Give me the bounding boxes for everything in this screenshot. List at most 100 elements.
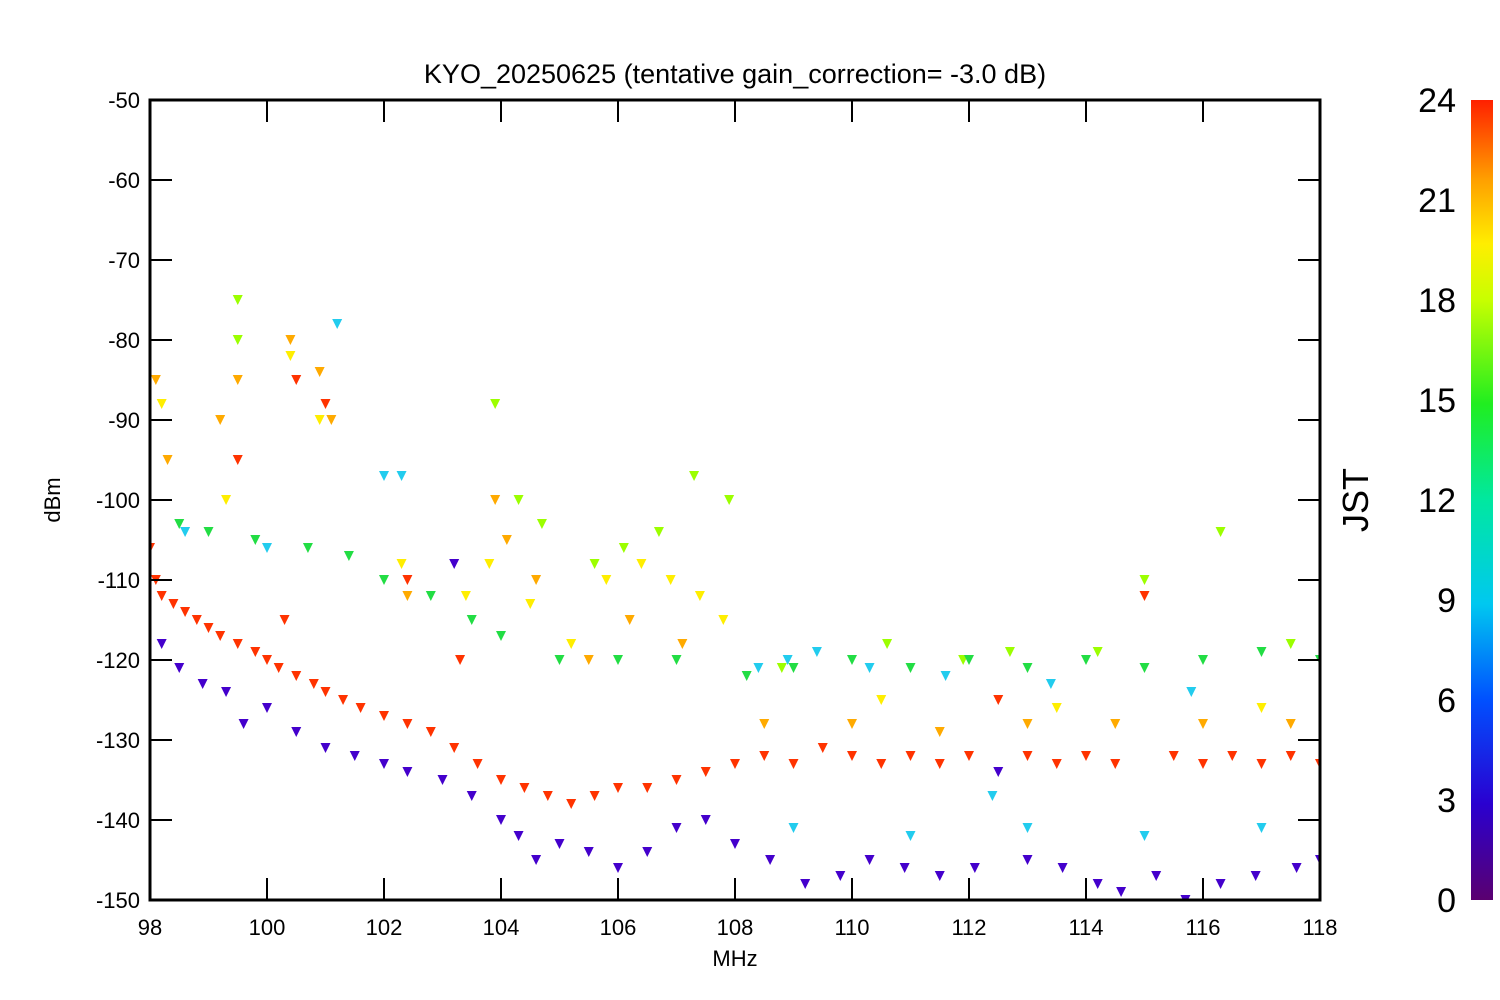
x-tick-label: 110 (834, 915, 869, 940)
data-point (285, 351, 296, 361)
colorbar-tick-label: 9 (1437, 582, 1456, 620)
data-point (689, 471, 700, 481)
data-point (466, 791, 477, 801)
y-tick-label: -110 (98, 568, 140, 593)
data-point (788, 663, 799, 673)
data-point (811, 647, 822, 657)
data-point (613, 655, 623, 665)
x-axis-ticks: 98 100 102 104 106 108 110 112 114 116 118 (138, 100, 1338, 940)
data-point (1291, 863, 1302, 873)
data-point (513, 831, 524, 841)
data-point (847, 719, 857, 729)
data-point (940, 671, 951, 681)
x-tick-label: 104 (483, 915, 520, 940)
y-tick-label: -140 (96, 808, 140, 833)
y-tick-label: -100 (96, 488, 140, 513)
y-tick-label: -80 (108, 328, 140, 353)
data-point (1092, 647, 1103, 657)
colorbar-tick-label: 3 (1437, 782, 1456, 820)
data-point (221, 495, 232, 505)
data-point (642, 783, 653, 793)
data-point (1139, 575, 1150, 585)
data-point (899, 863, 910, 873)
data-point (1022, 855, 1033, 865)
data-point (1168, 751, 1179, 761)
data-point (1151, 871, 1162, 881)
data-point (232, 375, 243, 385)
colorbar-tick-label: 6 (1437, 682, 1456, 720)
data-point (156, 591, 167, 601)
data-point (238, 719, 249, 729)
data-point (396, 559, 407, 569)
data-point (864, 663, 875, 673)
data-point (724, 495, 735, 505)
data-point (519, 783, 530, 793)
colorbar-tick-label: 15 (1418, 382, 1456, 420)
data-point (338, 695, 349, 705)
data-point (1256, 823, 1267, 833)
data-point (501, 535, 512, 545)
data-point (1250, 871, 1261, 881)
data-point (349, 751, 360, 761)
data-point (402, 767, 413, 777)
chart-title: KYO_20250625 (tentative gain_correction=… (424, 59, 1046, 89)
data-point (262, 655, 272, 665)
data-point (905, 751, 916, 761)
data-point (882, 639, 893, 649)
data-point (1051, 759, 1062, 769)
data-point (905, 663, 916, 673)
x-tick-label: 118 (1302, 915, 1337, 940)
data-point (1045, 679, 1056, 689)
data-point (203, 527, 214, 537)
data-point (817, 743, 828, 753)
data-point (788, 823, 799, 833)
data-point (490, 399, 501, 409)
data-point (455, 655, 466, 665)
y-tick-label: -90 (108, 408, 140, 433)
data-point (1198, 759, 1208, 769)
data-point (308, 679, 319, 689)
colorbar-tick-label: 24 (1418, 82, 1456, 120)
data-point (215, 415, 226, 425)
data-point (718, 615, 729, 625)
data-point (162, 455, 173, 465)
data-point (1139, 591, 1150, 601)
data-point (765, 855, 776, 865)
data-point (665, 575, 676, 585)
data-point (589, 559, 600, 569)
data-point (291, 375, 302, 385)
x-tick-label: 100 (249, 915, 286, 940)
data-point (437, 775, 448, 785)
data-point (379, 575, 389, 585)
data-point (425, 591, 436, 601)
data-point (1256, 703, 1267, 713)
data-point (876, 695, 887, 705)
data-point (379, 759, 389, 769)
data-point (402, 719, 413, 729)
x-tick-label: 116 (1185, 915, 1220, 940)
data-point (554, 839, 565, 849)
data-point (174, 663, 185, 673)
data-point (1022, 719, 1033, 729)
data-point (320, 399, 331, 409)
data-point (314, 415, 325, 425)
data-point (279, 615, 290, 625)
y-axis-ticks: -50 -60 -70 -80 -90 -100 -110 -120 -130 -140 -150 (96, 88, 1320, 913)
data-point (618, 543, 629, 553)
data-point (800, 879, 811, 889)
colorbar-tick-label: 18 (1418, 282, 1456, 320)
x-tick-label: 112 (951, 915, 986, 940)
data-point (355, 703, 366, 713)
data-point (174, 519, 185, 529)
data-point (513, 495, 524, 505)
data-point (250, 535, 261, 545)
series-3 (232, 295, 1296, 673)
data-points (150, 295, 1320, 900)
data-point (232, 335, 243, 345)
data-point (396, 471, 407, 481)
y-tick-label: -150 (96, 888, 140, 913)
data-point (847, 751, 857, 761)
data-point (156, 639, 167, 649)
data-point (1215, 527, 1226, 537)
data-point (1285, 751, 1296, 761)
